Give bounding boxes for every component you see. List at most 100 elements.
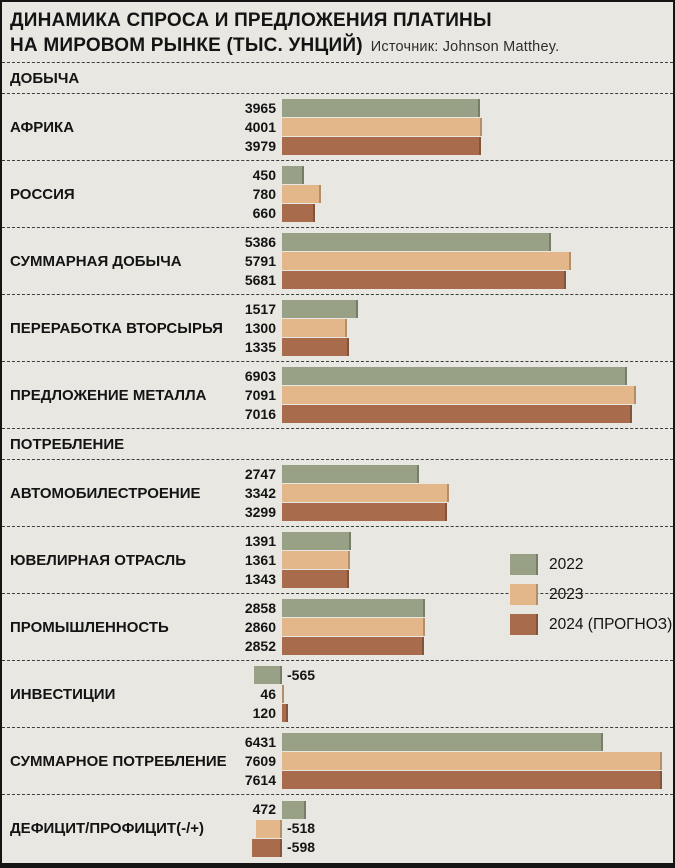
- bar-line: 780: [230, 185, 673, 204]
- row-label: ИНВЕСТИЦИИ: [10, 685, 116, 703]
- bar-line: 3965: [230, 99, 673, 118]
- section-header: ПОТРЕБЛЕНИЕ: [2, 429, 673, 461]
- bar-area: [282, 252, 673, 271]
- bar-value: 46: [260, 685, 276, 702]
- chart-row: ПЕРЕРАБОТКА ВТОРСЫРЬЯ 1517 1300 1335: [2, 295, 673, 363]
- bar-value: 5386: [244, 233, 276, 250]
- bar-line: 2858: [230, 599, 673, 618]
- chart-row: ДЕФИЦИТ/ПРОФИЦИТ(-/+) 472 -518 -598: [2, 795, 673, 862]
- chart-header: ДИНАМИКА СПРОСА И ПРЕДЛОЖЕНИЯ ПЛАТИНЫ НА…: [2, 2, 673, 64]
- bar-2023: [282, 386, 636, 405]
- bar-2022: [282, 233, 551, 252]
- bar-group: 472 -518 -598: [230, 800, 673, 857]
- bar-value: 1517: [244, 300, 276, 317]
- bar-2022: [282, 465, 420, 484]
- bar-line: 46: [230, 685, 673, 704]
- row-label: СУММАРНАЯ ДОБЫЧА: [10, 252, 182, 270]
- chart-row: СУММАРНАЯ ДОБЫЧА 5386 5791 5681: [2, 228, 673, 296]
- legend-item-2022: 2022: [510, 554, 672, 575]
- bar-group: 450 780 660: [230, 166, 673, 223]
- bar-value: -518: [287, 820, 316, 837]
- bar-line: 3299: [230, 503, 673, 522]
- row-label: ДЕФИЦИТ/ПРОФИЦИТ(-/+): [10, 820, 204, 838]
- bar-value: 3965: [244, 99, 276, 116]
- bar-2022: [282, 300, 358, 319]
- bar-value: 120: [252, 704, 276, 721]
- bar-value: 1335: [244, 338, 276, 355]
- bar-2023: [282, 118, 482, 137]
- bar-area: [282, 319, 673, 338]
- bar-2023: [282, 551, 350, 570]
- bar-area: [282, 386, 673, 405]
- chart-title-line1: ДИНАМИКА СПРОСА И ПРЕДЛОЖЕНИЯ ПЛАТИНЫ: [10, 10, 492, 31]
- bar-value: 3979: [244, 137, 276, 154]
- chart-row: ЮВЕЛИРНАЯ ОТРАСЛЬ 1391 1361 1343: [2, 527, 673, 595]
- bar-line: 7091: [230, 386, 673, 405]
- bar-area: [282, 599, 673, 618]
- legend-item-2024-forecast: 2024 (ПРОГНОЗ): [510, 614, 672, 635]
- bar-line: 450: [230, 166, 673, 185]
- row-label: СУММАРНОЕ ПОТРЕБЛЕНИЕ: [10, 752, 227, 770]
- bar-value: 1361: [244, 551, 276, 568]
- bar-line: 7016: [230, 405, 673, 424]
- bar-area: [282, 99, 673, 118]
- bar-value: 660: [252, 204, 276, 221]
- bar-area: [282, 771, 673, 790]
- row-label: ПРОМЫШЛЕННОСТЬ: [10, 618, 169, 636]
- row-label: ПРЕДЛОЖЕНИЕ МЕТАЛЛА: [10, 386, 207, 404]
- bar-group: 5386 5791 5681: [230, 233, 673, 290]
- bar-group: -565 46 120: [230, 666, 673, 723]
- bar-line: 7609: [230, 752, 673, 771]
- bar-line: 1391: [230, 532, 673, 551]
- bar-area: [282, 233, 673, 252]
- bar-value: 2852: [244, 637, 276, 654]
- bar-line: 1343: [230, 570, 673, 589]
- chart-row: АВТОМОБИЛЕСТРОЕНИЕ 2747 3342 3299: [2, 460, 673, 528]
- bar-area: [282, 300, 673, 319]
- bar-line: 5791: [230, 252, 673, 271]
- bar-value: 450: [252, 166, 276, 183]
- bar-value: 3342: [244, 484, 276, 501]
- bar-area: [282, 405, 673, 424]
- chart-row: ПРЕДЛОЖЕНИЕ МЕТАЛЛА 6903 7091 7016: [2, 362, 673, 430]
- bar-value: 1300: [244, 319, 276, 336]
- chart-row: РОССИЯ 450 780 660: [2, 161, 673, 229]
- bar-line: 3342: [230, 484, 673, 503]
- bar-line: 7614: [230, 771, 673, 790]
- bar-value: 2747: [244, 465, 276, 482]
- bar-value: 5681: [244, 271, 276, 288]
- bar-line: 660: [230, 204, 673, 223]
- bar-2023: [282, 252, 572, 271]
- bar-area: [282, 800, 673, 819]
- bar-value: 7614: [244, 771, 276, 788]
- bar-2023: [282, 685, 285, 704]
- bar-2022: [282, 599, 425, 618]
- bar-2024-forecast: [282, 338, 349, 357]
- bar-value: 1343: [244, 570, 276, 587]
- bar-2023: [256, 819, 282, 838]
- bar-line: -598: [230, 838, 673, 857]
- bar-area: [282, 137, 673, 156]
- bar-line: 6903: [230, 367, 673, 386]
- bar-value: 472: [252, 801, 276, 818]
- bar-value: 7016: [244, 405, 276, 422]
- bar-area: [282, 503, 673, 522]
- bar-2024-forecast: [252, 838, 282, 857]
- bar-area: -518: [256, 819, 673, 838]
- bar-2023: [282, 319, 347, 338]
- bar-value: 780: [252, 185, 276, 202]
- bar-line: 5386: [230, 233, 673, 252]
- legend-swatch-2022: [510, 554, 538, 575]
- bar-2022: [282, 367, 627, 386]
- bar-area: [282, 204, 673, 223]
- bar-value: 5791: [244, 252, 276, 269]
- bar-line: 2860: [230, 618, 673, 637]
- legend-swatch-2024-forecast: [510, 614, 538, 635]
- chart-legend: 2022 2023 2024 (ПРОГНОЗ): [510, 554, 672, 635]
- legend-label-2024-forecast: 2024 (ПРОГНОЗ): [549, 615, 673, 633]
- bar-group: 1517 1300 1335: [230, 300, 673, 357]
- bar-2022: [282, 532, 352, 551]
- bar-2024-forecast: [282, 771, 662, 790]
- row-label: АВТОМОБИЛЕСТРОЕНИЕ: [10, 484, 201, 502]
